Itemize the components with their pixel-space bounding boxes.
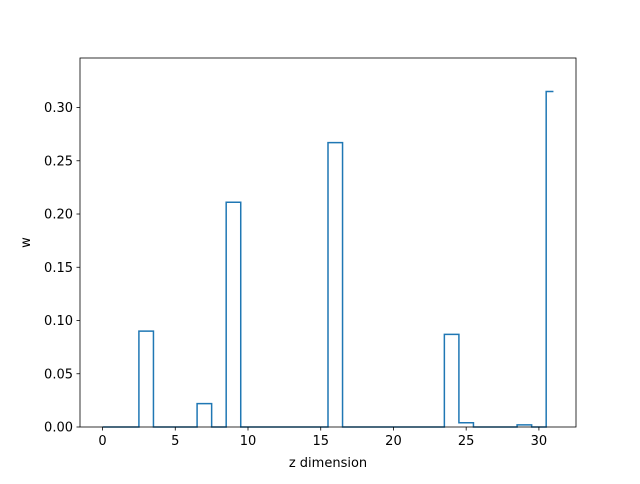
- x-tick-label: 30: [531, 434, 548, 449]
- x-tick-label: 5: [171, 434, 179, 449]
- y-tick-label: 0.20: [44, 208, 73, 223]
- axes-frame: [79, 57, 577, 428]
- y-tick-label: 0.00: [44, 421, 73, 436]
- x-axis-label: z dimension: [289, 456, 367, 471]
- x-tick-label: 0: [98, 434, 106, 449]
- y-tick-label: 0.30: [44, 101, 73, 116]
- y-axis-ticks: 0.00 0.05 0.10 0.15 0.20 0.25 0.30: [44, 101, 80, 436]
- y-tick-label: 0.15: [44, 261, 73, 276]
- y-axis-label: w: [19, 237, 34, 248]
- x-tick-label: 25: [458, 434, 475, 449]
- y-tick-label: 0.25: [44, 154, 73, 169]
- x-axis-ticks: 0 5 10 15 20 25 30: [98, 427, 547, 449]
- y-tick-label: 0.05: [44, 367, 73, 382]
- x-tick-label: 20: [385, 434, 402, 449]
- x-tick-label: 15: [312, 434, 329, 449]
- x-tick-label: 10: [240, 434, 257, 449]
- y-tick-label: 0.10: [44, 314, 73, 329]
